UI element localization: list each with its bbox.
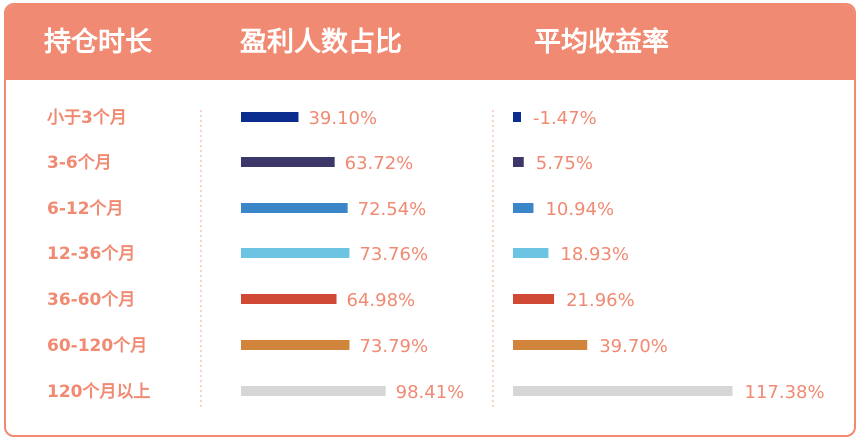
profit-ratio-label: 73.76% (359, 244, 428, 265)
category-label: 36-60个月 (47, 289, 135, 310)
category-label: 小于3个月 (47, 107, 127, 128)
profit-ratio-bar (241, 112, 299, 122)
avg-return-label: 18.93% (560, 244, 629, 265)
profit-ratio-label: 64.98% (347, 290, 416, 311)
table-header: 持仓时长 盈利人数占比 平均收益率 (6, 5, 854, 80)
profit-ratio-bar (241, 248, 350, 258)
profit-ratio-label: 73.79% (359, 336, 428, 357)
avg-return-label: 117.38% (745, 382, 825, 403)
holding-period-card: 持仓时长 盈利人数占比 平均收益率 (4, 3, 856, 437)
avg-return-label: 39.70% (599, 336, 668, 357)
category-label: 3-6个月 (47, 152, 112, 173)
avg-return-label: 21.96% (566, 290, 635, 311)
header-holding-period: 持仓时长 (44, 27, 152, 58)
avg-return-bar (513, 248, 549, 258)
profit-ratio-bar (241, 157, 335, 167)
avg-return-bar (513, 203, 534, 213)
category-label: 12-36个月 (47, 243, 135, 264)
avg-return-bar (513, 386, 733, 396)
profit-ratio-bar (241, 294, 337, 304)
avg-return-bar (513, 294, 555, 304)
avg-return-bar (513, 157, 524, 167)
profit-ratio-bar (241, 386, 386, 396)
header-profit-ratio: 盈利人数占比 (240, 27, 402, 58)
avg-return-bar (513, 340, 588, 350)
avg-return-label: 5.75% (536, 153, 593, 174)
avg-return-bar (513, 112, 521, 122)
profit-ratio-label: 39.10% (308, 108, 377, 129)
profit-ratio-label: 72.54% (358, 199, 427, 220)
header-avg-return: 平均收益率 (534, 27, 669, 58)
avg-return-label: 10.94% (545, 199, 614, 220)
category-label: 6-12个月 (47, 198, 124, 219)
category-label: 120个月以上 (47, 381, 151, 402)
category-label: 60-120个月 (47, 335, 147, 356)
profit-ratio-bar (241, 340, 350, 350)
profit-ratio-label: 63.72% (345, 153, 414, 174)
avg-return-label: -1.47% (533, 108, 597, 129)
profit-ratio-label: 98.41% (396, 382, 465, 403)
profit-ratio-bar (241, 203, 348, 213)
